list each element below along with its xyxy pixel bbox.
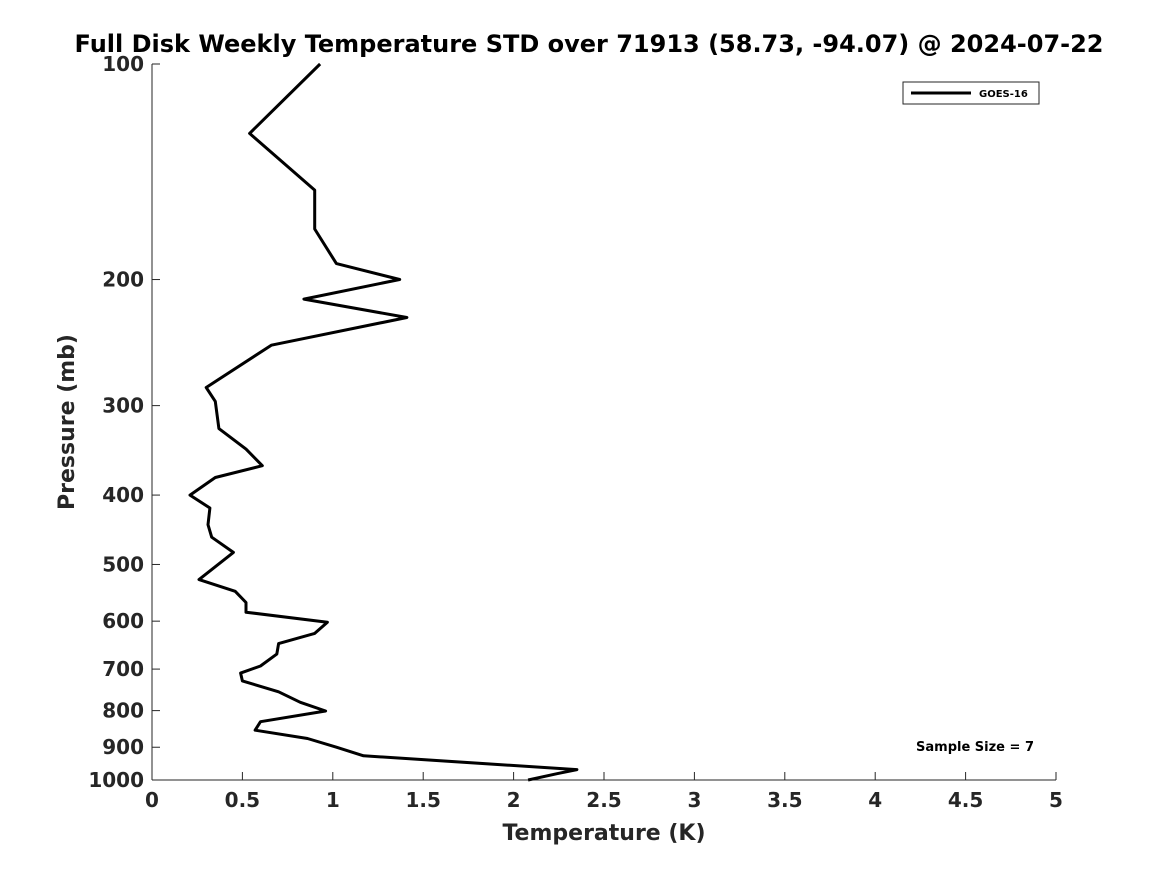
y-tick-label: 1000 [88, 768, 144, 792]
series-group [188, 62, 579, 782]
x-tick-label: 0 [145, 788, 159, 812]
x-axis-ticks: 0 0.5 1 1.5 2 2.5 3 3.5 4 4.5 5 [145, 772, 1063, 812]
x-tick-label: 3 [687, 788, 701, 812]
legend: GOES-16 [902, 81, 1040, 105]
y-tick-label: 100 [102, 52, 144, 76]
x-tick-label: 0.5 [225, 788, 260, 812]
y-axis-label: Pressure (mb) [55, 334, 80, 510]
x-tick-label: 4.5 [948, 788, 983, 812]
y-tick-label: 200 [102, 268, 144, 292]
legend-label-goes-16: GOES-16 [979, 89, 1028, 100]
x-tick-label: 5 [1049, 788, 1063, 812]
x-tick-label: 2.5 [586, 788, 621, 812]
x-tick-label: 4 [868, 788, 882, 812]
x-tick-label: 1 [326, 788, 340, 812]
x-tick-label: 3.5 [767, 788, 802, 812]
x-axis-label: Temperature (K) [502, 821, 705, 846]
chart-title: Full Disk Weekly Temperature STD over 71… [75, 30, 1104, 58]
y-tick-label: 700 [102, 657, 144, 681]
y-tick-label: 500 [102, 552, 144, 576]
plot-area [152, 64, 1056, 780]
series-line-goes-16 [188, 62, 579, 782]
y-tick-label: 600 [102, 609, 144, 633]
x-tick-label: 2 [507, 788, 521, 812]
y-tick-label: 300 [102, 394, 144, 418]
y-tick-label: 400 [102, 483, 144, 507]
y-axis-ticks: 100 200 300 400 500 600 700 800 900 1000 [88, 52, 160, 792]
sample-size-annotation: Sample Size = 7 [916, 740, 1034, 755]
y-tick-label: 900 [102, 735, 144, 759]
y-tick-label: 800 [102, 699, 144, 723]
x-tick-label: 1.5 [405, 788, 440, 812]
